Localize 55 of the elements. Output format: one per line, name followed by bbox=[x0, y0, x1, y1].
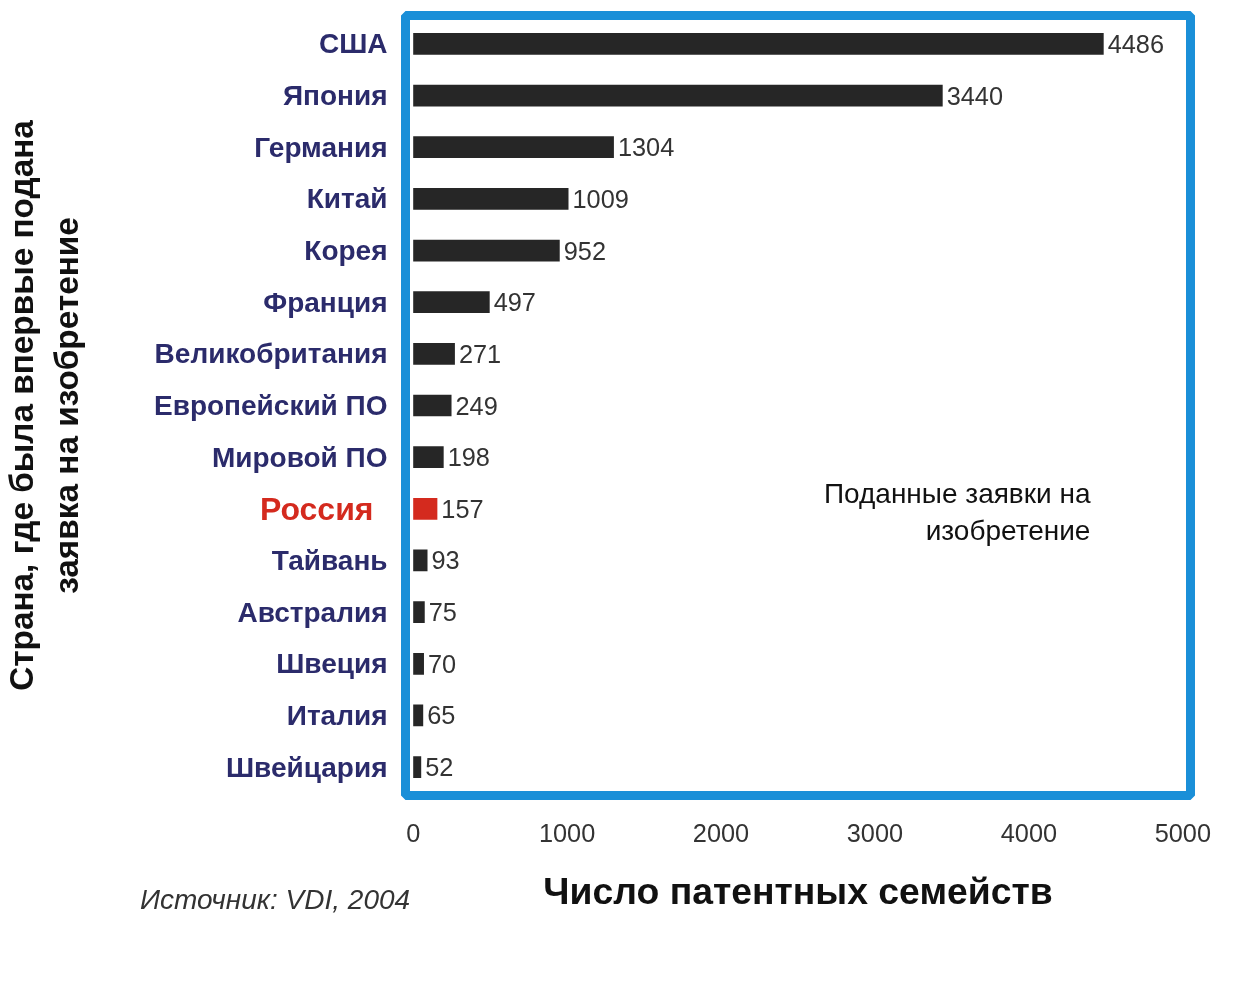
data-label: 271 bbox=[458, 339, 502, 368]
y-tick-label: Россия bbox=[259, 490, 374, 527]
bar bbox=[413, 239, 560, 262]
y-tick-label: Германия bbox=[254, 131, 388, 163]
y-axis-title: Страна, где была впервые подана заявка на изобретение bbox=[3, 119, 85, 691]
text: Источник: VDI, 2004 bbox=[140, 883, 411, 917]
y-tick-label: Тайвань bbox=[271, 544, 388, 576]
bar bbox=[413, 601, 425, 623]
data-label: 52 bbox=[425, 753, 454, 782]
data-label: 3440 bbox=[946, 81, 1004, 110]
bar bbox=[413, 394, 452, 417]
y-tick-label: США bbox=[318, 28, 388, 60]
bar bbox=[413, 33, 1104, 55]
bar bbox=[413, 446, 444, 468]
x-tick-label: 4000 bbox=[1000, 818, 1058, 847]
data-label: 157 bbox=[441, 494, 484, 523]
data-label: 65 bbox=[427, 701, 456, 730]
bar bbox=[413, 84, 943, 107]
data-label: 4486 bbox=[1107, 29, 1165, 58]
bar bbox=[413, 291, 490, 314]
bar bbox=[413, 497, 438, 520]
x-axis-title: Число патентных семейств bbox=[543, 869, 1053, 912]
data-label: 75 bbox=[428, 598, 457, 627]
y-tick-label: Австралия bbox=[237, 596, 388, 628]
y-tick-label: Италия bbox=[286, 699, 388, 731]
y-tick-label: Корея bbox=[304, 235, 388, 267]
y-tick-label: Китай bbox=[306, 183, 388, 215]
y-tick-label: Япония bbox=[282, 80, 388, 112]
data-label: 93 bbox=[431, 546, 460, 575]
y-tick-label: Швейцария bbox=[225, 751, 388, 783]
bar bbox=[413, 549, 428, 572]
data-label: 70 bbox=[427, 649, 457, 678]
bar bbox=[413, 652, 424, 675]
bar bbox=[413, 136, 614, 159]
bar bbox=[413, 756, 422, 778]
x-tick-label: 3000 bbox=[846, 818, 904, 847]
y-tick-label: Великобритания bbox=[154, 338, 388, 370]
bar bbox=[413, 188, 569, 210]
y-tick-label: Франция bbox=[263, 286, 388, 318]
data-label: 952 bbox=[563, 236, 606, 265]
y-tick-label: Мировой ПО bbox=[211, 441, 388, 473]
x-tick-label: 1000 bbox=[538, 818, 596, 847]
data-label: 497 bbox=[493, 288, 536, 317]
y-tick-label: Европейский ПО bbox=[154, 390, 388, 421]
annotation: Поданные заявки на изобретение bbox=[823, 477, 1091, 547]
x-tick-label: 0 bbox=[406, 818, 421, 847]
bar bbox=[413, 343, 455, 365]
y-tick-label: Швеция bbox=[276, 648, 388, 680]
bar bbox=[413, 704, 424, 727]
x-tick-label: 2000 bbox=[692, 818, 750, 847]
data-label: 249 bbox=[455, 391, 498, 420]
x-tick-label: 5000 bbox=[1154, 818, 1211, 847]
data-label: 1009 bbox=[572, 184, 629, 213]
data-label: 1304 bbox=[617, 133, 675, 162]
data-label: 198 bbox=[447, 443, 490, 472]
